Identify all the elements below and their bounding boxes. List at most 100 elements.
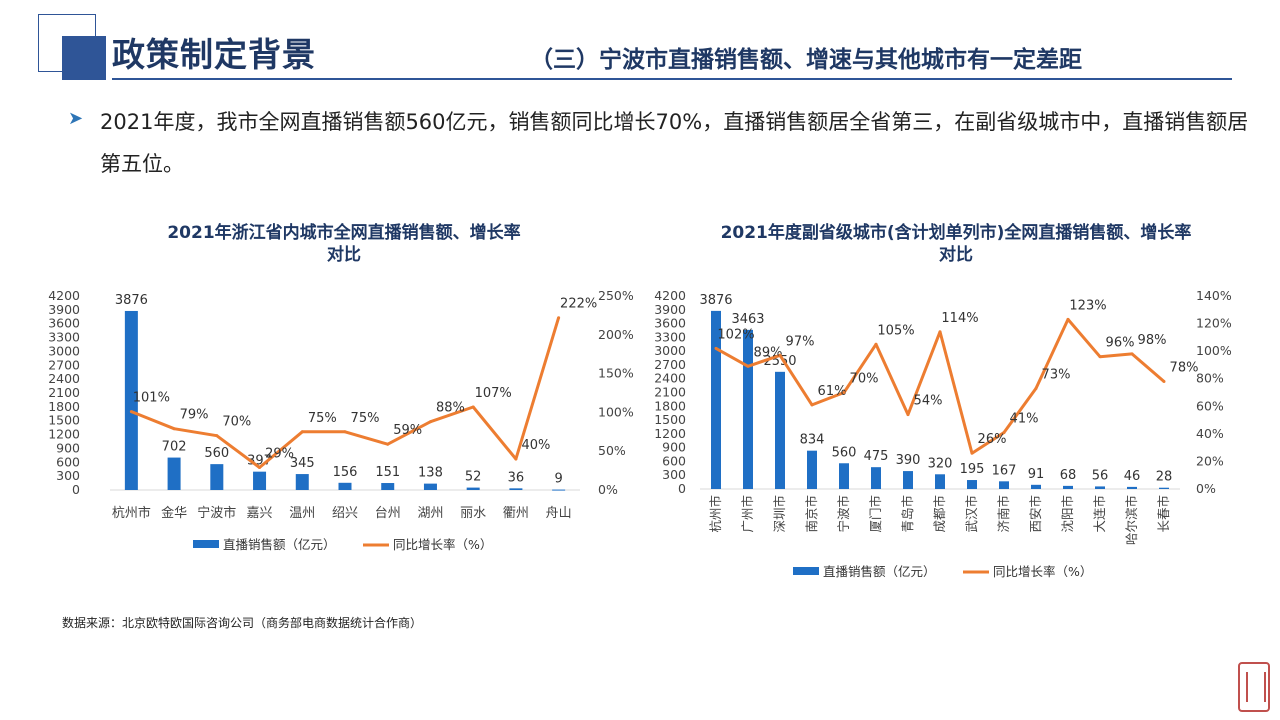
chart1-category-label: 衢州: [503, 506, 529, 521]
chart1-left-tick-label: 1200: [48, 427, 80, 442]
chart2-right-tick-label: 80%: [1196, 371, 1224, 386]
chart2-growth-point: [778, 353, 782, 357]
chart2-bar-西安市: [1031, 484, 1041, 489]
chart2-category-label: 沈阳市: [1060, 495, 1075, 533]
chart1-legend-bar-swatch: [193, 540, 219, 548]
chart2-bar-武汉市: [967, 480, 977, 489]
chart2-left-tick-label: 2700: [654, 357, 686, 372]
chart2-left-tick-label: 1200: [654, 426, 686, 441]
chart1-category-label: 舟山: [546, 506, 572, 521]
chart2-growth-point: [874, 342, 878, 346]
chart1-category-label: 杭州市: [112, 505, 151, 521]
chart1-left-tick-label: 600: [56, 454, 80, 469]
chart1-growth-value-label: 59%: [393, 423, 422, 438]
chart2-growth-value-label: 102%: [717, 327, 754, 342]
chart2-left-tick-label: 600: [662, 453, 686, 468]
chart2-growth-value-label: 26%: [978, 432, 1007, 447]
chart2-left-tick-label: 1500: [654, 412, 686, 427]
chart1-right-tick-label: 100%: [598, 404, 634, 419]
chart2-bar-value-label: 56: [1092, 468, 1109, 483]
chart2-bar-济南市: [999, 481, 1009, 489]
chart2-growth-value-label: 123%: [1069, 298, 1106, 313]
chart2-growth-value-label: 61%: [818, 384, 847, 399]
chart1-bar-value-label: 560: [204, 446, 229, 461]
chart1-bar-衢州: [509, 488, 523, 490]
chart2-category-label: 深圳市: [772, 495, 787, 533]
chart1-left-tick-label: 2700: [48, 357, 80, 372]
chart1-bar-value-label: 138: [418, 466, 443, 481]
chart2-right-tick-label: 0%: [1196, 481, 1216, 496]
chart1-left-tick-label: 300: [56, 468, 80, 483]
chart2-left-tick-label: 0: [678, 481, 686, 496]
chart2-category-label: 武汉市: [964, 495, 979, 533]
chart2-growth-point: [970, 451, 974, 455]
chart2-category-label: 西安市: [1028, 495, 1043, 533]
chart2-growth-point: [1098, 355, 1102, 359]
chart2-bar-value-label: 475: [864, 449, 889, 464]
chart1-growth-point: [172, 427, 176, 431]
title-divider: [112, 78, 1232, 80]
chart1-bar-value-label: 52: [465, 470, 482, 485]
chart2-growth-value-label: 54%: [914, 394, 943, 409]
chart1-category-label: 金华: [161, 505, 187, 521]
chart2-growth-point: [938, 330, 942, 334]
chart2-category-label: 青岛市: [900, 495, 915, 533]
chart2-bar-沈阳市: [1063, 485, 1073, 489]
chart2-legend-line-label: 同比增长率（%）: [993, 564, 1092, 579]
chart2-category-label: 哈尔滨市: [1124, 495, 1139, 545]
chart1-left-tick-label: 1500: [48, 413, 80, 428]
chart2-bar-value-label: 46: [1124, 469, 1141, 484]
chart1-bar-绍兴: [338, 482, 352, 490]
chart1-category-label: 台州: [375, 506, 401, 521]
chart1-category-label: 丽水: [460, 506, 486, 521]
chart2-bar-value-label: 91: [1028, 467, 1045, 482]
chart2-right-tick-label: 120%: [1196, 316, 1232, 331]
chart1-category-label: 湖州: [417, 506, 443, 521]
chart1-growth-point: [471, 405, 475, 409]
chart2-growth-value-label: 89%: [754, 345, 783, 360]
chart1-bar-湖州: [423, 483, 437, 490]
chart1-left-tick-label: 3300: [48, 330, 80, 345]
chart1-bar-value-label: 151: [375, 465, 400, 480]
chart2-growth-point: [810, 403, 814, 407]
chart2-legend-bar-swatch: [793, 567, 819, 575]
seal-stamp: [1238, 662, 1270, 712]
chart2-growth-value-label: 70%: [850, 372, 879, 387]
chart2-bar-value-label: 195: [960, 462, 985, 477]
chart2-title-line: 2021年度副省级城市(含计划单列市)全网直播销售额、增长率: [721, 222, 1192, 243]
chart1-bar-温州: [295, 474, 309, 490]
chart1-category-label: 绍兴: [332, 506, 358, 521]
chart2-title-line: 对比: [939, 244, 973, 265]
chart2-growth-value-label: 97%: [786, 334, 815, 349]
bullet-text: 2021年度，我市全网直播销售额560亿元，销售额同比增长70%，直播销售额居全…: [100, 110, 1249, 176]
chart2-legend-bar-label: 直播销售额（亿元）: [823, 564, 936, 579]
chart2-growth-value-label: 73%: [1042, 367, 1071, 382]
chart2-bar-value-label: 320: [928, 456, 953, 471]
chart1-left-tick-label: 2400: [48, 371, 80, 386]
chart2-category-label: 大连市: [1092, 495, 1107, 533]
chart2-growth-point: [1034, 386, 1038, 390]
chart1-growth-point: [386, 442, 390, 446]
chart1-right-tick-label: 150%: [598, 366, 634, 381]
chart1-growth-point: [428, 420, 432, 424]
chart2-growth-point: [1162, 379, 1166, 383]
chart2-bar-value-label: 68: [1060, 468, 1077, 483]
chart1-growth-value-label: 75%: [308, 411, 337, 426]
chart1-left-tick-label: 0: [72, 482, 80, 497]
chart1-left-tick-label: 4200: [48, 288, 80, 303]
chart1-growth-value-label: 79%: [180, 408, 209, 423]
chart2-left-tick-label: 4200: [654, 288, 686, 303]
chart2-left-tick-label: 900: [662, 440, 686, 455]
chart1-growth-value-label: 29%: [265, 446, 294, 461]
chart2-bar-宁波市: [839, 463, 849, 489]
chart2-bar-长春市: [1159, 487, 1169, 489]
chart2-left-tick-label: 1800: [654, 398, 686, 413]
chart1-legend-bar-label: 直播销售额（亿元）: [223, 537, 336, 552]
chart2-left-tick-label: 3600: [654, 316, 686, 331]
chart2-growth-value-label: 114%: [941, 311, 978, 326]
source-note: 数据来源：北京欧特欧国际咨询公司（商务部电商数据统计合作商）: [62, 616, 423, 630]
chart1-category-label: 嘉兴: [247, 506, 273, 521]
chart2-category-label: 厦门市: [868, 495, 883, 533]
chart2-category-label: 杭州市: [708, 495, 723, 533]
